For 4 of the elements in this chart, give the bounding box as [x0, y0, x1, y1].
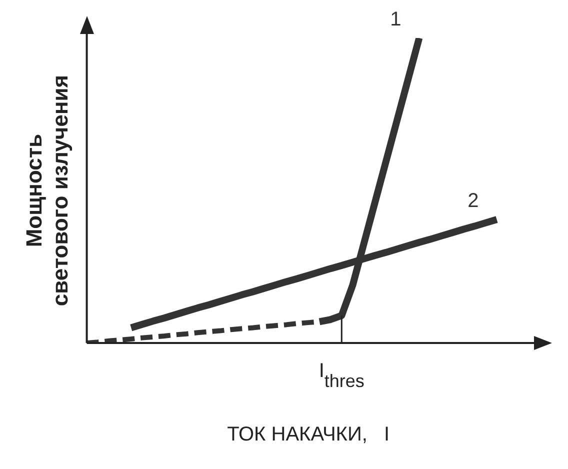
y-axis-title: Мощность светового излучения [21, 74, 73, 306]
series-label: 2 [468, 190, 479, 212]
series-label: 1 [390, 8, 402, 31]
x-axis-title: ТОК НАКАЧКИ, I [227, 424, 390, 446]
